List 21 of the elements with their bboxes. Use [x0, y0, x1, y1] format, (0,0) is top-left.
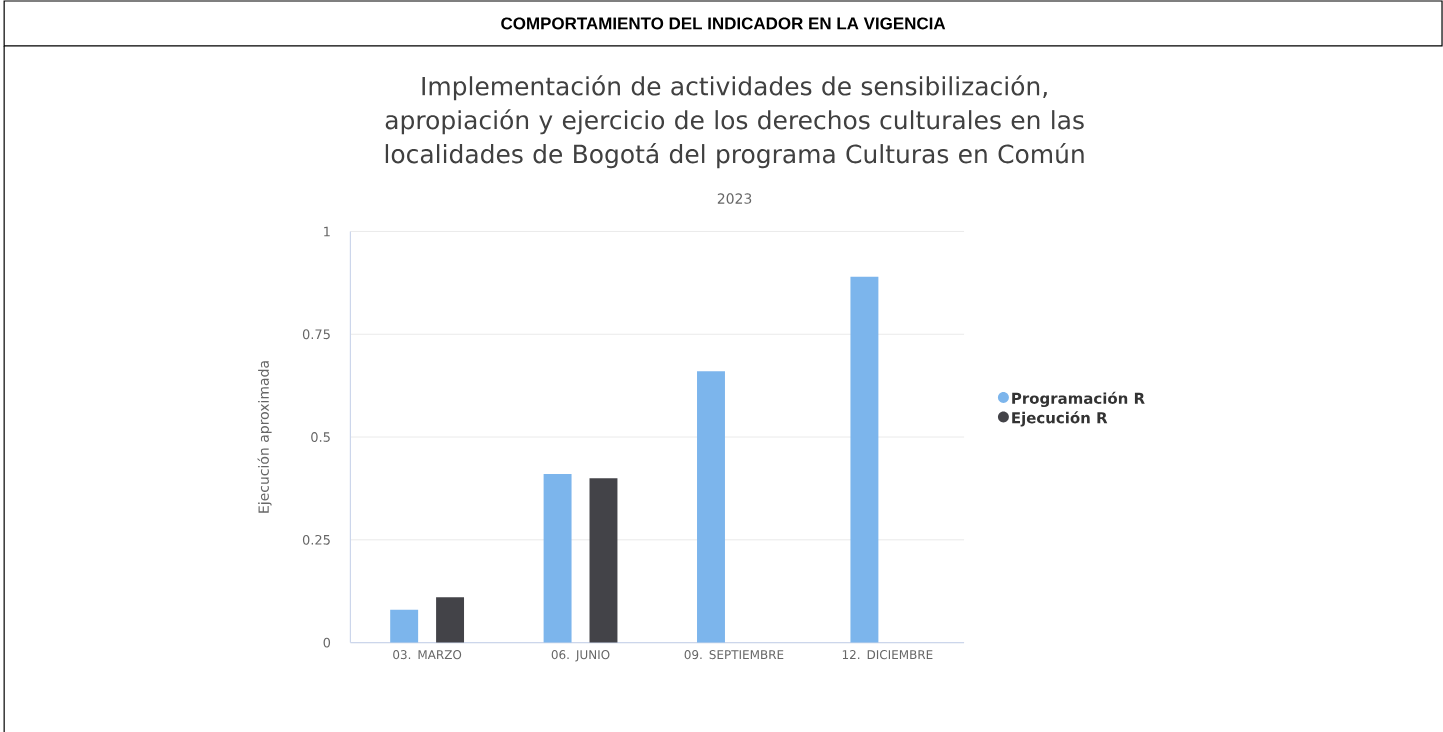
x-tick-label: 09. SEPTIEMBRE: [684, 649, 784, 659]
bar: [697, 371, 725, 643]
y-tick-label: 0.75: [302, 329, 330, 339]
legend-label: Programación R: [1012, 391, 1145, 407]
legend-label: Ejecución R: [1012, 411, 1108, 427]
text: COMPORTAMIENTO DEL INDICADOR EN LA VIGENCIA: [501, 17, 946, 30]
y-tick-label: 1: [324, 226, 330, 237]
bar: [850, 276, 879, 643]
chart-subtitle: 2023: [717, 193, 752, 204]
bar: [543, 473, 572, 643]
x-tick-label: 03. MARZO: [393, 649, 462, 659]
bar: [589, 477, 618, 643]
bar: [390, 609, 419, 643]
y-tick-label: 0.25: [302, 534, 330, 545]
y-tick-label: 0: [323, 637, 331, 648]
y-tick-label: 0.5: [311, 431, 330, 442]
x-tick-label: 06. JUNIO: [551, 649, 610, 662]
y-axis-title: Ejecución aproximada: [257, 361, 272, 513]
bar: [436, 597, 465, 643]
chart-title: Implementación de actividades de sensibilización, apropiación y ejercicio de los derechos culturales en las localidades de Bogotá del programa Culturas en Común: [385, 75, 1084, 169]
x-tick-label: 12. DICIEMBRE: [842, 649, 933, 659]
